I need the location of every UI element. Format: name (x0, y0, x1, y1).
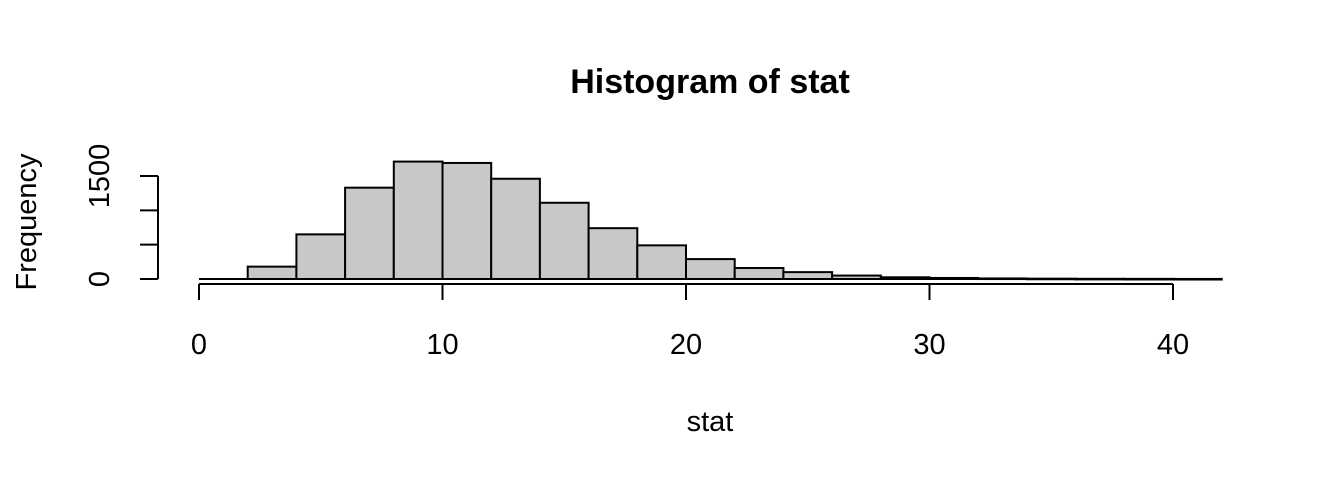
x-tick-label: 40 (1157, 329, 1189, 361)
histogram-bar (295, 233, 347, 281)
histogram-bar (636, 244, 687, 280)
y-tick-label: 0 (84, 271, 116, 287)
x-axis: 0 10 20 30 40 (191, 283, 1189, 361)
histogram-bar (344, 186, 395, 281)
histogram-bar (490, 177, 541, 281)
histogram-bar (782, 271, 834, 280)
histogram-bar (733, 267, 785, 281)
y-tick-label: 1500 (84, 144, 116, 209)
y-axis-label: Frequency (11, 153, 43, 291)
histogram-bar (587, 227, 639, 280)
y-axis: 0 1500 (84, 144, 159, 287)
x-tick-label: 30 (913, 329, 945, 361)
histogram-bars (199, 160, 1223, 281)
histogram-bar (246, 265, 298, 281)
x-axis-label: stat (687, 406, 734, 438)
histogram-bar (685, 258, 736, 281)
x-tick-label: 10 (426, 329, 458, 361)
x-tick-label: 0 (191, 329, 207, 361)
x-tick-label: 20 (670, 329, 702, 361)
histogram-bar (441, 161, 493, 281)
histogram-bar (392, 160, 444, 280)
chart-title: Histogram of stat (570, 63, 850, 101)
histogram-bar (538, 201, 590, 280)
